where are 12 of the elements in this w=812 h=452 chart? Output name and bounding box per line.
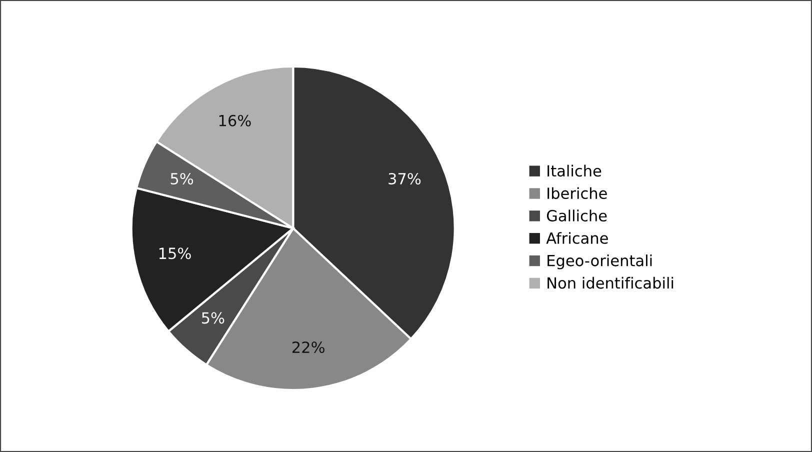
data-label: 16% — [219, 114, 251, 126]
legend-label: Africane — [546, 232, 608, 244]
legend-label: Galliche — [546, 210, 607, 222]
data-label: 15% — [159, 248, 191, 260]
data-label: 22% — [292, 341, 324, 354]
data-label: 5% — [170, 172, 194, 185]
data-label: 37% — [388, 172, 421, 185]
data-label: 5% — [202, 312, 224, 324]
legend-label: Non identificabili — [548, 276, 674, 289]
legend-label: Italiche — [548, 164, 602, 177]
legend-label: Iberiche — [548, 187, 607, 200]
legend-label: Egeo-orientali — [548, 254, 652, 270]
